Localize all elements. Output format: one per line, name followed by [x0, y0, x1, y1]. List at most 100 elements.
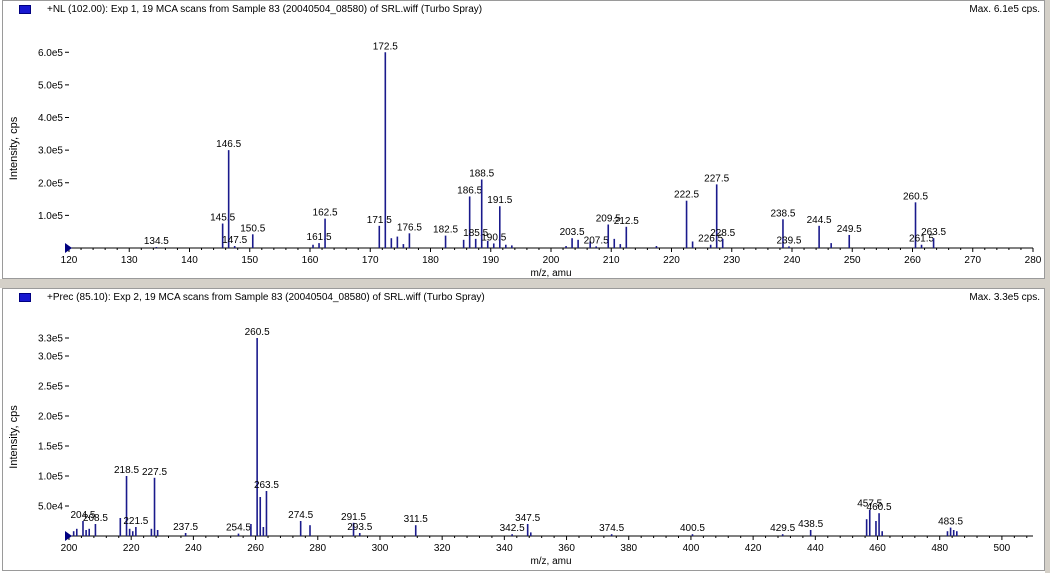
- peak-label: 293.5: [347, 522, 372, 533]
- x-tick-label: 240: [185, 543, 202, 554]
- peak-label: 429.5: [770, 523, 795, 534]
- x-axis-title: m/z, amu: [530, 556, 571, 567]
- spectrum-plot-1[interactable]: Intensity, cps 1.0e5 2.0e5 3.0e5 4.0e5 5.0e5 6…: [3, 1, 1044, 278]
- x-tick-label: 400: [683, 543, 700, 554]
- x-tick-label: 320: [434, 543, 451, 554]
- y-tick-label: 5.0e4: [38, 502, 63, 513]
- x-tick-label: 380: [620, 543, 637, 554]
- x-tick-label: 440: [807, 543, 824, 554]
- peak-label: 254.5: [226, 523, 251, 534]
- peak-label: 186.5: [457, 185, 482, 196]
- peak-label: 182.5: [433, 225, 458, 236]
- peak-label: 212.5: [614, 216, 639, 227]
- peak-label: 161.5: [307, 232, 332, 243]
- x-tick-label: 420: [745, 543, 762, 554]
- pane-header: +Prec (85.10): Exp 2, 19 MCA scans from …: [3, 289, 1044, 307]
- peak-label: 260.5: [903, 191, 928, 202]
- peak-label: 291.5: [341, 512, 366, 523]
- peak-label: 147.5: [222, 235, 247, 246]
- peak-label: 221.5: [123, 516, 148, 527]
- peak-label: 263.5: [254, 480, 279, 491]
- x-tick-label: 220: [123, 543, 140, 554]
- x-tick-label: 280: [309, 543, 326, 554]
- x-tick-label: 260: [247, 543, 264, 554]
- peak-label: 171.5: [367, 215, 392, 226]
- peak-label: 274.5: [288, 510, 313, 521]
- y-tick-label: 3.0e5: [38, 352, 63, 363]
- max-intensity-label: Max. 3.3e5 cps.: [969, 292, 1040, 303]
- spectrum-plot-2[interactable]: Intensity, cps 5.0e4 1.0e5 1.5e5 2.0e5 2.5e5 3…: [3, 289, 1044, 570]
- peak-label: 260.5: [245, 327, 270, 338]
- pane-title: +NL (102.00): Exp 1, 19 MCA scans from S…: [47, 4, 483, 15]
- peak-label: 438.5: [798, 519, 823, 530]
- peak-label: 150.5: [240, 223, 265, 234]
- x-tick-label: 300: [372, 543, 389, 554]
- x-tick-label: 480: [931, 543, 948, 554]
- peak-label: 208.5: [83, 513, 108, 524]
- trace-color-icon[interactable]: [19, 5, 31, 14]
- peak-label: 203.5: [560, 227, 585, 238]
- spectrum-pane-2: +Prec (85.10): Exp 2, 19 MCA scans from …: [2, 288, 1045, 571]
- x-tick-label: 240: [784, 255, 801, 266]
- peak-label: 400.5: [680, 523, 705, 534]
- peak-label: 227.5: [142, 467, 167, 478]
- peak-label: 134.5: [144, 236, 169, 247]
- y-tick-label: 1.0e5: [38, 472, 63, 483]
- x-tick-label: 140: [181, 255, 198, 266]
- pane-title: +Prec (85.10): Exp 2, 19 MCA scans from …: [47, 292, 485, 303]
- y-tick-label: 3.0e5: [38, 146, 63, 157]
- y-axis-title: Intensity, cps: [8, 405, 20, 469]
- y-tick-label: 3.3e5: [38, 334, 63, 345]
- x-tick-label: 120: [61, 255, 78, 266]
- peak-label: 222.5: [674, 190, 699, 201]
- y-tick-label: 1.0e5: [38, 211, 63, 222]
- peak-label: 342.5: [500, 523, 525, 534]
- peak-label: 207.5: [584, 235, 609, 246]
- x-tick-label: 130: [121, 255, 138, 266]
- x-tick-label: 260: [904, 255, 921, 266]
- x-tick-label: 250: [844, 255, 861, 266]
- peak-label: 162.5: [313, 208, 338, 219]
- peak-label: 218.5: [114, 465, 139, 476]
- x-tick-label: 340: [496, 543, 513, 554]
- peak-label: 311.5: [404, 514, 429, 525]
- peak-label: 227.5: [704, 173, 729, 184]
- x-tick-label: 200: [543, 255, 560, 266]
- peak-label: 191.5: [487, 195, 512, 206]
- peak-label: 261.5: [909, 234, 934, 245]
- y-tick-label: 5.0e5: [38, 80, 63, 91]
- peak-label: 237.5: [173, 522, 198, 533]
- y-axis-title: Intensity, cps: [8, 116, 20, 180]
- x-tick-label: 150: [241, 255, 258, 266]
- peak-label: 244.5: [807, 215, 832, 226]
- peak-label: 226.5: [698, 234, 723, 245]
- y-tick-label: 4.0e5: [38, 113, 63, 124]
- max-intensity-label: Max. 6.1e5 cps.: [969, 4, 1040, 15]
- peak-label: 190.5: [481, 232, 506, 243]
- peak-label: 263.5: [921, 227, 946, 238]
- trace-color-icon[interactable]: [19, 293, 31, 302]
- peak-label: 249.5: [837, 224, 862, 235]
- peak-label: 347.5: [515, 513, 540, 524]
- peak-label: 176.5: [397, 222, 422, 233]
- axis-origin-marker: [65, 531, 72, 541]
- x-axis-title: m/z, amu: [530, 268, 571, 278]
- peak-label: 239.5: [776, 235, 801, 246]
- peak-label: 228.5: [710, 228, 735, 239]
- y-tick-label: 2.5e5: [38, 382, 63, 393]
- peak-label: 209.5: [596, 214, 621, 225]
- peak-label: 185.5: [463, 228, 488, 239]
- peak-label: 188.5: [469, 168, 494, 179]
- x-tick-label: 220: [663, 255, 680, 266]
- pane-header: +NL (102.00): Exp 1, 19 MCA scans from S…: [3, 1, 1044, 19]
- peak-label: 145.5: [210, 213, 235, 224]
- x-tick-label: 210: [603, 255, 620, 266]
- x-tick-label: 460: [869, 543, 886, 554]
- x-tick-label: 180: [422, 255, 439, 266]
- axis-origin-marker: [65, 243, 72, 253]
- y-tick-label: 2.0e5: [38, 178, 63, 189]
- y-tick-label: 2.0e5: [38, 412, 63, 423]
- pane-splitter[interactable]: [0, 279, 1050, 288]
- peak-label: 172.5: [373, 41, 398, 52]
- y-tick-label: 1.5e5: [38, 442, 63, 453]
